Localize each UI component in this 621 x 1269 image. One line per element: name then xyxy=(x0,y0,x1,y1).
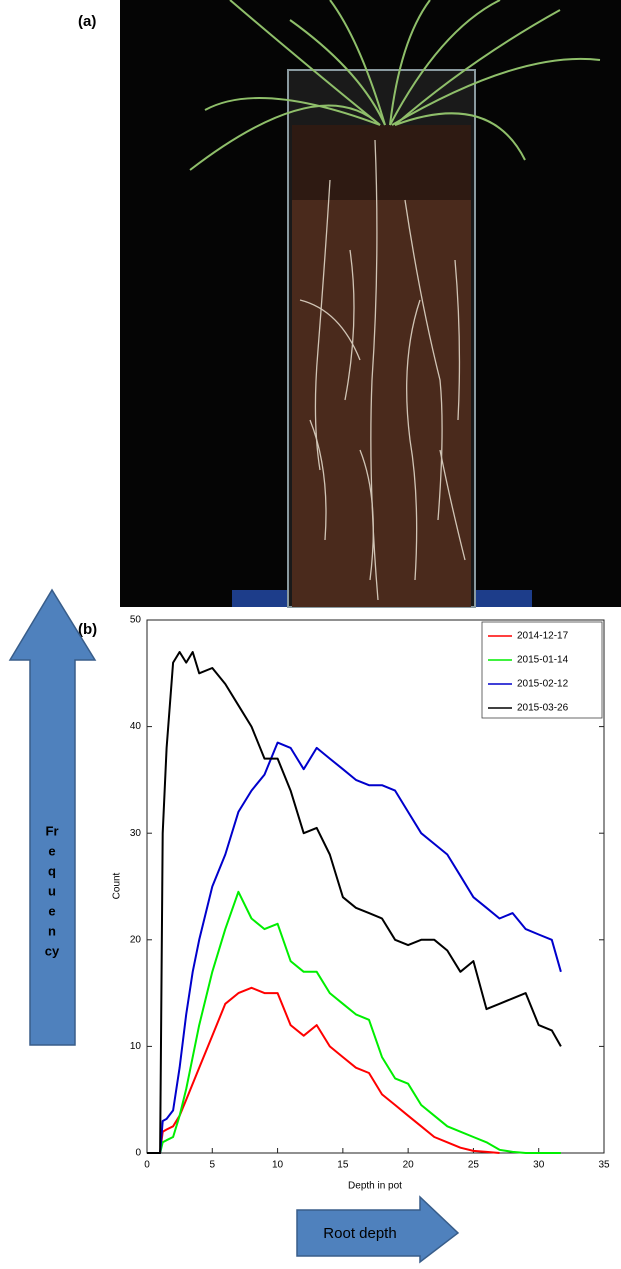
frequency-arrow xyxy=(8,588,97,1046)
series-line xyxy=(147,651,562,1154)
y-tick-label: 20 xyxy=(130,934,142,945)
panel-label: (b) xyxy=(78,621,97,638)
frequency-line: q xyxy=(48,863,56,878)
x-tick-label: 30 xyxy=(533,1160,545,1171)
legend-label: 2015-01-14 xyxy=(517,655,569,666)
frequency-line: cy xyxy=(45,943,60,958)
frequency-line: e xyxy=(48,843,55,858)
x-tick-label: 25 xyxy=(468,1160,480,1171)
legend-box xyxy=(481,621,603,719)
plot-frame xyxy=(146,619,605,1154)
frequency-line: u xyxy=(48,883,56,898)
y-tick-label: 0 xyxy=(135,1148,141,1159)
frequency-line: e xyxy=(48,903,55,918)
legend-label: 2015-03-26 xyxy=(517,703,569,714)
x-axis-label: Depth in pot xyxy=(348,1181,402,1192)
x-tick-label: 0 xyxy=(144,1160,150,1171)
x-tick-label: 5 xyxy=(210,1160,216,1171)
legend-label: 2014-12-17 xyxy=(517,631,569,642)
root-depth-arrow xyxy=(296,1195,460,1264)
series-line xyxy=(147,890,561,1154)
root-depth-label: Root depth xyxy=(323,1225,396,1242)
y-tick-label: 10 xyxy=(130,1041,142,1052)
y-tick-label: 50 xyxy=(130,615,142,626)
frequency-line: n xyxy=(48,923,56,938)
x-tick-label: 35 xyxy=(598,1160,610,1171)
panel-label: (a) xyxy=(78,13,96,30)
x-tick-label: 15 xyxy=(337,1160,349,1171)
root-photo xyxy=(120,0,621,608)
y-tick-label: 30 xyxy=(130,828,142,839)
frequency-line: Fr xyxy=(46,823,59,838)
series-line xyxy=(147,741,562,1154)
x-tick-label: 10 xyxy=(272,1160,284,1171)
series-line xyxy=(147,986,500,1154)
y-tick-label: 40 xyxy=(130,721,142,732)
legend-label: 2015-02-12 xyxy=(517,679,569,690)
y-axis-label: Count xyxy=(112,872,123,899)
x-tick-label: 20 xyxy=(403,1160,415,1171)
